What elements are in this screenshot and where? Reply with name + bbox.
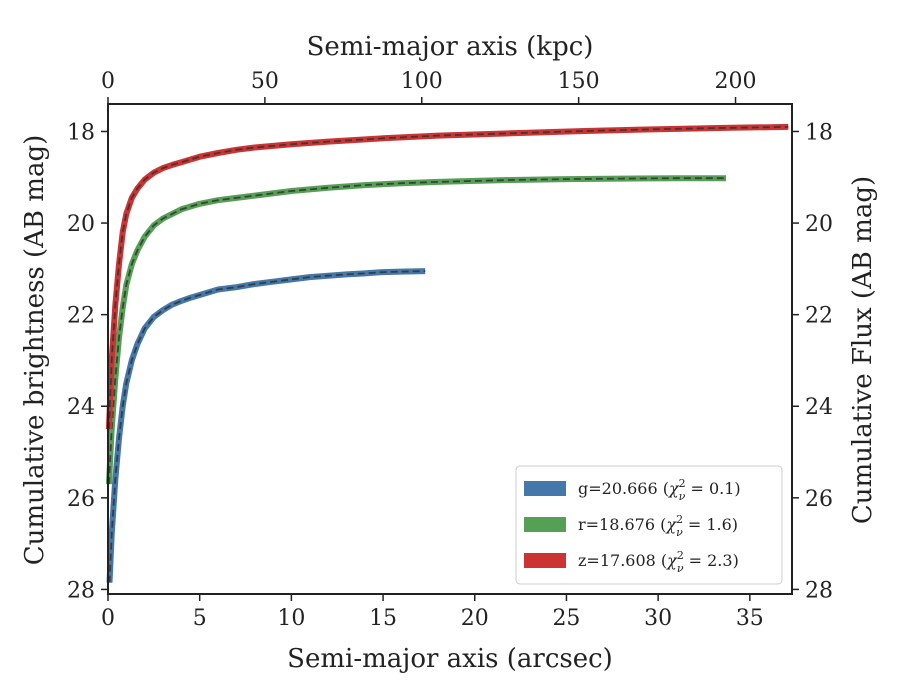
legend-label-z-suffix: = 2.3) [684, 551, 739, 570]
legend-label-r: r=18.676 (χ2 ν = 1.6) [578, 513, 738, 539]
legend-label-z-prefix: z=17.608 ( [578, 551, 667, 570]
top-tick-label: 100 [401, 69, 443, 94]
right-tick-label: 20 [805, 212, 833, 237]
legend-label-z-sub: ν [677, 562, 684, 575]
top-axis-title: Semi-major axis (kpc) [307, 32, 594, 62]
legend-label-r-chi: χ [665, 515, 677, 534]
top-tick-label: 200 [715, 69, 757, 94]
legend-label-g: g=20.666 (χ2 ν = 0.1) [578, 477, 741, 503]
x-tick-label: 35 [736, 606, 764, 631]
legend-label-g-chi: χ [668, 479, 680, 498]
legend-frame [515, 465, 783, 585]
legend-label-r-sup: 2 [676, 513, 683, 526]
right-tick-label: 28 [805, 578, 833, 603]
legend-swatch-z [524, 553, 566, 568]
x-axis-title: Semi-major axis (arcsec) [287, 644, 613, 674]
right-axis-title: Cumulative Flux (AB mag) [848, 176, 878, 524]
legend-label-z-chi: χ [666, 551, 678, 570]
plot-frame [107, 103, 793, 595]
right-tick-label: 26 [805, 487, 833, 512]
legend-label-z-sup: 2 [677, 549, 684, 562]
x-tick-label: 25 [552, 606, 580, 631]
y-tick-label: 26 [67, 487, 95, 512]
model-line-z [108, 126, 789, 430]
x-tick-label: 15 [369, 606, 397, 631]
legend-label-r-prefix: r=18.676 ( [578, 515, 666, 534]
right-tick-label: 24 [805, 395, 833, 420]
legend: g=20.666 (χ2 ν = 0.1) r=18.676 (χ2 ν = 1.6… [515, 465, 783, 585]
model-line-r [108, 177, 726, 485]
x-tick-label: 10 [277, 606, 305, 631]
legend-swatch-r [524, 517, 566, 532]
top-tick-label: 50 [251, 69, 279, 94]
y-axis-title: Cumulative brightness (AB mag) [20, 135, 50, 566]
y-tick-label: 28 [67, 578, 95, 603]
y-tick-label: 18 [67, 120, 95, 145]
legend-label-g-sup: 2 [679, 477, 686, 490]
series-layer [105, 123, 789, 583]
legend-label-g-prefix: g=20.666 ( [578, 479, 669, 498]
legend-swatch-g [524, 481, 566, 496]
right-tick-label: 22 [805, 304, 833, 329]
y-tick-label: 22 [67, 304, 95, 329]
legend-label-z: z=17.608 (χ2 ν = 2.3) [578, 549, 739, 575]
top-tick-label: 0 [101, 69, 115, 94]
x-tick-label: 20 [461, 606, 489, 631]
y-tick-label: 24 [67, 395, 95, 420]
model-line-g [108, 270, 426, 583]
x-tick-label: 5 [193, 606, 207, 631]
right-tick-label: 18 [805, 120, 833, 145]
legend-label-g-suffix: = 0.1) [685, 479, 740, 498]
legend-label-r-sub: ν [676, 526, 683, 539]
legend-label-g-sub: ν [679, 490, 686, 503]
top-tick-label: 150 [558, 69, 600, 94]
x-tick-label: 0 [101, 606, 115, 631]
legend-label-r-suffix: = 1.6) [683, 515, 738, 534]
y-tick-label: 20 [67, 212, 95, 237]
x-tick-label: 30 [644, 606, 672, 631]
